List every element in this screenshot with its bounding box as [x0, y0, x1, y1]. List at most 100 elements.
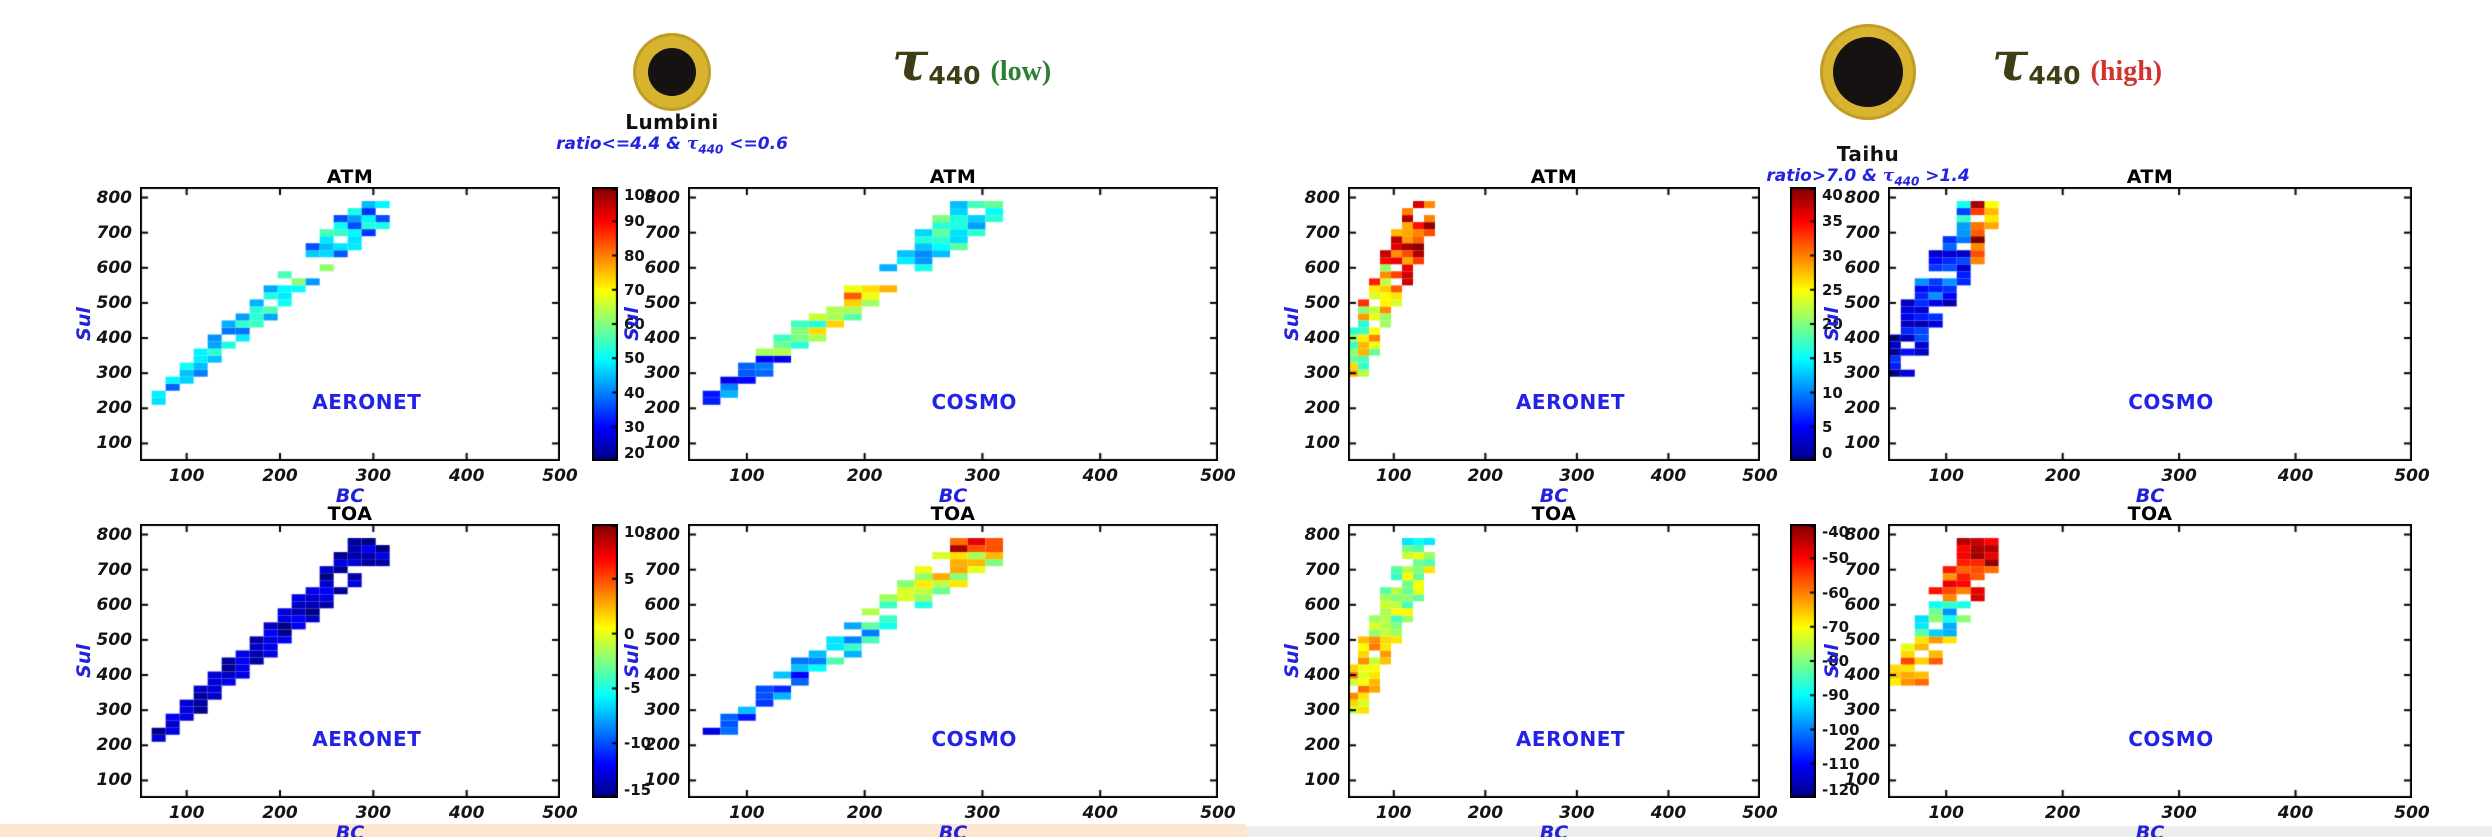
panel-title: TOA	[327, 503, 373, 525]
x-axis-label: BC	[335, 822, 365, 837]
y-tick-label: 100	[644, 433, 681, 454]
panel-taihu-atm-cosmo: ATM COSMO BC Sul 100 200 300 400 500 100 200 30…	[1821, 167, 2430, 507]
bottom-strip-left	[0, 824, 1246, 837]
bottom-strip-right	[1246, 826, 2492, 837]
colorbar-tick-label: -120	[1822, 781, 1860, 799]
dataset-label: COSMO	[931, 726, 1017, 751]
colorbar-tick-label: -70	[1822, 617, 1850, 636]
tau-subscript: 440	[2028, 61, 2081, 91]
dataset-label: AERONET	[1515, 726, 1626, 751]
x-axis-label: BC	[1539, 485, 1569, 507]
y-tick-label: 500	[1304, 629, 1341, 650]
heatmap-canvas	[140, 187, 560, 461]
x-tick-label: 200	[2044, 803, 2081, 823]
panel-title: ATM	[2126, 166, 2174, 188]
x-tick-label: 500	[1200, 466, 1236, 486]
y-axis-label: Sul	[1281, 644, 1303, 678]
x-tick-label: 100	[168, 466, 205, 486]
y-tick-label: 600	[1844, 257, 1881, 278]
y-tick-label: 100	[96, 770, 133, 791]
colorbar-tick-label: -5	[624, 679, 641, 698]
x-tick-label: 300	[1559, 466, 1595, 486]
x-axis-label: BC	[2135, 822, 2165, 837]
sun-icon-low	[633, 33, 711, 111]
colorbar-tick-label: -80	[1822, 652, 1850, 670]
y-tick-label: 400	[644, 665, 681, 686]
panel-title: TOA	[2127, 503, 2173, 525]
y-tick-label: 400	[96, 328, 133, 349]
panel-lumbini-atm-cosmo: ATM COSMO BC Sul 100 200 300 400 500 100 200 30…	[621, 167, 1236, 507]
y-tick-label: 400	[1304, 328, 1341, 349]
colorbar-tick-label: 10	[624, 523, 645, 541]
y-tick-label: 700	[96, 222, 133, 243]
sun-core-icon	[1833, 37, 1903, 107]
colorbar-tick-label: 100	[624, 186, 656, 204]
x-tick-label: 500	[542, 803, 578, 823]
y-tick-label: 800	[1304, 187, 1341, 208]
colorbar-tick-label: 90	[624, 212, 645, 231]
panel-title: TOA	[930, 503, 976, 525]
x-tick-label: 200	[846, 803, 883, 823]
y-tick-label: 400	[1304, 665, 1341, 686]
y-tick-label: 500	[1844, 629, 1881, 650]
x-tick-label: 400	[2277, 466, 2314, 486]
y-axis-label: Sul	[621, 307, 643, 341]
condition-suffix: >1.4	[1919, 166, 1970, 186]
x-tick-label: 100	[1928, 803, 1964, 823]
colorbar-tick-label: 20	[1822, 315, 1843, 333]
colorbar-tick-label: 30	[624, 417, 645, 436]
y-tick-label: 700	[1304, 559, 1341, 580]
x-tick-label: 500	[542, 466, 578, 486]
y-tick-label: 300	[1304, 363, 1341, 384]
dataset-label: AERONET	[312, 726, 422, 751]
y-tick-label: 200	[1304, 735, 1341, 756]
colorbar-tick-label: 0	[624, 624, 635, 643]
colorbar-canvas	[1790, 187, 1816, 461]
condition-prefix: ratio>7.0 &	[1766, 166, 1883, 186]
y-axis-label: Sul	[1821, 307, 1843, 341]
x-tick-label: 500	[2394, 466, 2430, 486]
panel-title: ATM	[326, 166, 374, 188]
x-tick-label: 500	[2394, 803, 2430, 823]
y-axis-label: Sul	[1281, 307, 1303, 341]
y-tick-label: 700	[96, 559, 133, 580]
x-tick-label: 300	[964, 466, 1001, 486]
heatmap-canvas	[1348, 187, 1760, 461]
panel-lumbini-toa-cosmo: TOA COSMO BC Sul 100 200 300 400 500 100 200 30…	[621, 504, 1236, 837]
colorbar-tick-label: 80	[624, 246, 645, 265]
y-tick-label: 300	[1304, 700, 1341, 721]
y-tick-label: 200	[1844, 735, 1881, 756]
colorbar-tick-label: 0	[1822, 444, 1833, 462]
colorbar-tick-label: 5	[624, 569, 635, 588]
heatmap-canvas	[1888, 187, 2412, 461]
sun-icon-high	[1820, 24, 1916, 120]
x-tick-label: 300	[2161, 803, 2197, 823]
y-tick-label: 200	[1844, 398, 1881, 419]
colorbar-tick-label: -60	[1822, 583, 1850, 602]
condition-prefix: ratio<=4.4 &	[556, 134, 687, 154]
site-name-taihu: Taihu	[1836, 142, 1900, 166]
x-tick-label: 400	[1650, 466, 1687, 486]
colorbar-tick-label: -40	[1822, 523, 1850, 541]
y-tick-label: 400	[96, 665, 133, 686]
colorbar-tick-label: 35	[1822, 212, 1843, 231]
y-tick-label: 800	[96, 187, 133, 208]
colorbar-tick-label: 70	[624, 280, 645, 299]
y-tick-label: 200	[644, 735, 681, 756]
y-tick-label: 100	[1304, 433, 1341, 454]
x-tick-label: 300	[964, 803, 1001, 823]
colorbar-tick-label: 5	[1822, 417, 1833, 436]
colorbar-tick-label: -90	[1822, 686, 1850, 705]
y-tick-label: 200	[644, 398, 681, 419]
x-tick-label: 200	[262, 466, 298, 486]
site-name-lumbini: Lumbini	[625, 110, 719, 134]
condition-taihu: ratio>7.0 & τ440 >1.4	[1698, 166, 2038, 188]
x-tick-label: 400	[448, 803, 485, 823]
y-tick-label: 300	[96, 363, 133, 384]
y-tick-label: 700	[644, 559, 681, 580]
x-tick-label: 400	[1082, 803, 1118, 823]
heatmap-canvas	[1348, 524, 1760, 798]
y-tick-label: 600	[1844, 594, 1881, 615]
y-tick-label: 800	[96, 524, 133, 545]
